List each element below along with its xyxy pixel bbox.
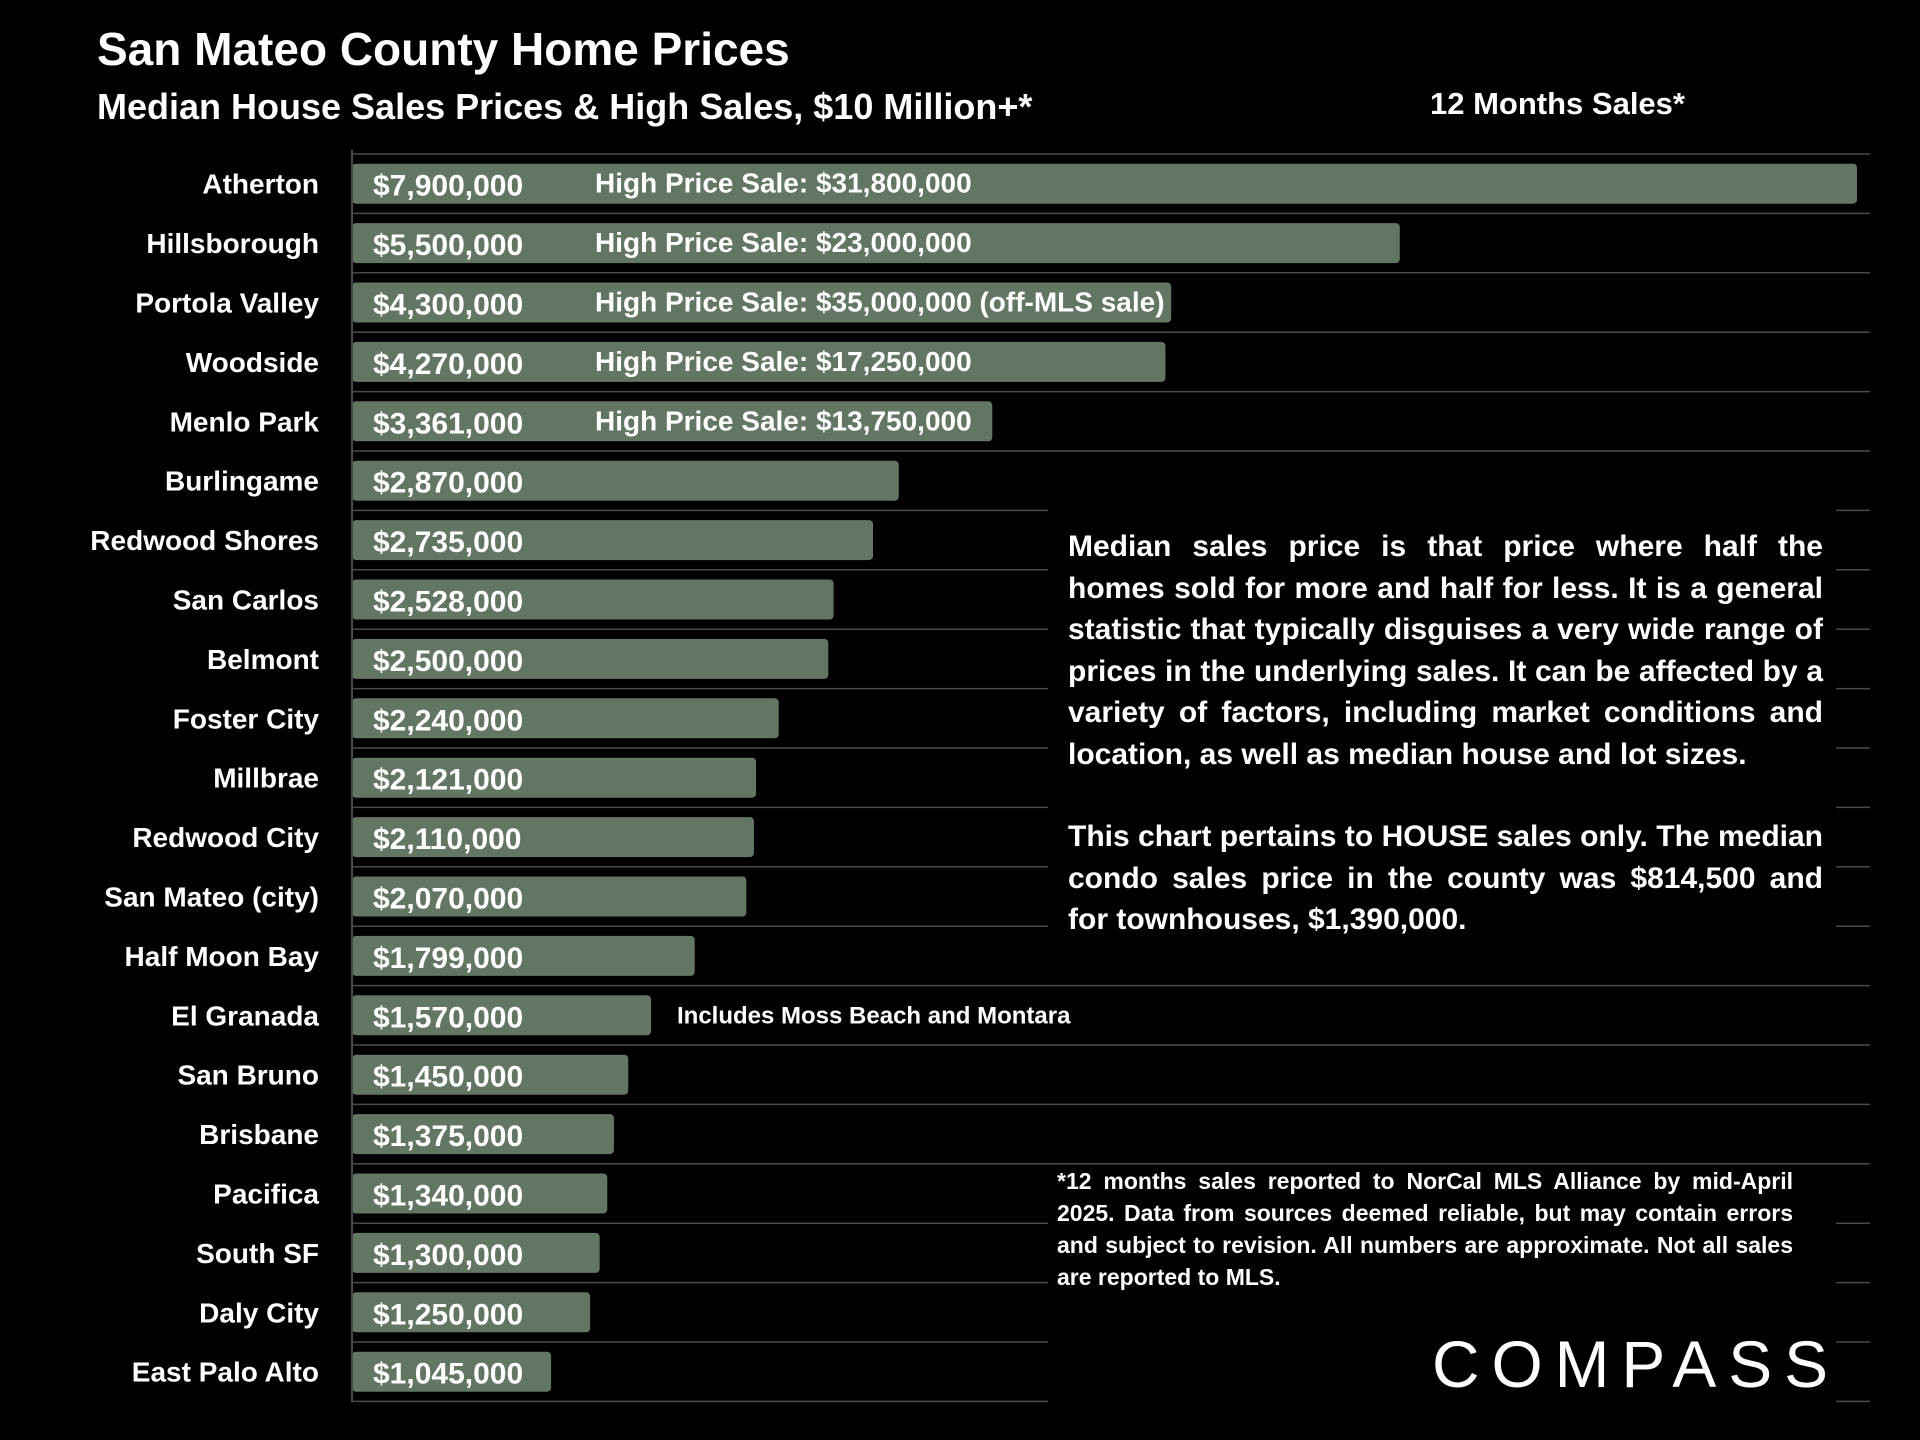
category-label: Millbrae	[213, 763, 319, 794]
bar	[352, 1232, 600, 1273]
bar	[352, 579, 834, 620]
value-label: $1,570,000	[373, 1001, 523, 1034]
value-label: $2,070,000	[373, 883, 523, 916]
category-label: Brisbane	[199, 1119, 319, 1150]
bar	[352, 223, 1400, 264]
bar	[352, 638, 829, 679]
value-label: $1,799,000	[373, 942, 523, 975]
category-label: Pacifica	[213, 1179, 319, 1210]
description-paragraph-2: This chart pertains to HOUSE sales only.…	[1068, 820, 1823, 936]
value-label: $2,870,000	[373, 467, 523, 500]
category-label: Redwood City	[132, 822, 319, 853]
period-label: 12 Months Sales*	[1430, 86, 1685, 121]
value-label: $2,735,000	[373, 526, 523, 559]
compass-logo: COMPASS	[1432, 1327, 1840, 1399]
bar	[352, 460, 899, 501]
value-label: $2,110,000	[373, 823, 522, 856]
description-paragraph-1: Median sales price is that price where h…	[1068, 530, 1823, 771]
bar	[352, 341, 1166, 382]
value-label: $3,361,000	[373, 407, 523, 440]
category-label: San Carlos	[173, 585, 319, 616]
bar	[352, 520, 874, 561]
bar	[352, 401, 993, 442]
value-label: $4,270,000	[373, 348, 523, 381]
category-label: Portola Valley	[135, 288, 319, 319]
value-label: $2,500,000	[373, 645, 523, 678]
category-label: Foster City	[173, 703, 320, 734]
bar	[352, 1351, 552, 1392]
bar-annotation: High Price Sale: $23,000,000	[595, 227, 972, 258]
bar	[352, 1173, 608, 1214]
category-label: Burlingame	[165, 466, 319, 497]
description-panel: Median sales price is that price where h…	[1068, 526, 1823, 982]
value-label: $2,528,000	[373, 586, 523, 619]
value-label: $1,375,000	[373, 1120, 523, 1153]
category-label: Half Moon Bay	[125, 941, 320, 972]
bar	[352, 817, 754, 858]
value-label: $5,500,000	[373, 229, 523, 262]
value-label: $2,121,000	[373, 764, 523, 797]
logo-text: COMPASS	[1432, 1327, 1840, 1399]
bar-annotation: High Price Sale: $17,250,000	[595, 346, 972, 377]
value-label: $1,250,000	[373, 1298, 523, 1331]
bar	[352, 282, 1172, 323]
category-label: Menlo Park	[170, 406, 320, 437]
category-label: Woodside	[186, 347, 319, 378]
category-label: Atherton	[202, 169, 319, 200]
bar	[352, 757, 757, 798]
bar	[352, 698, 779, 739]
value-label: $1,300,000	[373, 1239, 523, 1272]
value-label: $1,340,000	[373, 1180, 523, 1213]
bar	[352, 876, 747, 917]
bar-annotation: High Price Sale: $13,750,000	[595, 405, 972, 436]
footnote: *12 months sales reported to NorCal MLS …	[1057, 1168, 1793, 1290]
value-label: $1,045,000	[373, 1358, 523, 1391]
value-label: $7,900,000	[373, 170, 523, 203]
chart-title: San Mateo County Home Prices	[97, 23, 790, 75]
category-label: San Mateo (city)	[104, 882, 319, 913]
category-label: El Granada	[171, 1000, 319, 1031]
value-label: $4,300,000	[373, 289, 523, 322]
category-label: Redwood Shores	[90, 525, 319, 556]
bar-annotation: High Price Sale: $35,000,000 (off-MLS sa…	[595, 287, 1165, 318]
bar	[352, 1292, 591, 1333]
bar	[352, 995, 652, 1036]
bar-annotation: High Price Sale: $31,800,000	[595, 168, 972, 199]
category-label: Belmont	[207, 644, 319, 675]
bar-annotation: Includes Moss Beach and Montara	[677, 1002, 1071, 1029]
bar	[352, 935, 695, 976]
category-label: South SF	[196, 1238, 319, 1269]
bar	[352, 163, 1857, 204]
category-label: Hillsborough	[146, 228, 319, 259]
category-label: Daly City	[199, 1297, 319, 1328]
value-label: $2,240,000	[373, 704, 523, 737]
bar	[352, 1054, 629, 1095]
value-label: $1,450,000	[373, 1061, 523, 1094]
chart-subtitle: Median House Sales Prices & High Sales, …	[97, 86, 1033, 127]
category-label: San Bruno	[177, 1060, 319, 1091]
bar	[352, 1114, 614, 1155]
category-label: East Palo Alto	[132, 1357, 319, 1388]
